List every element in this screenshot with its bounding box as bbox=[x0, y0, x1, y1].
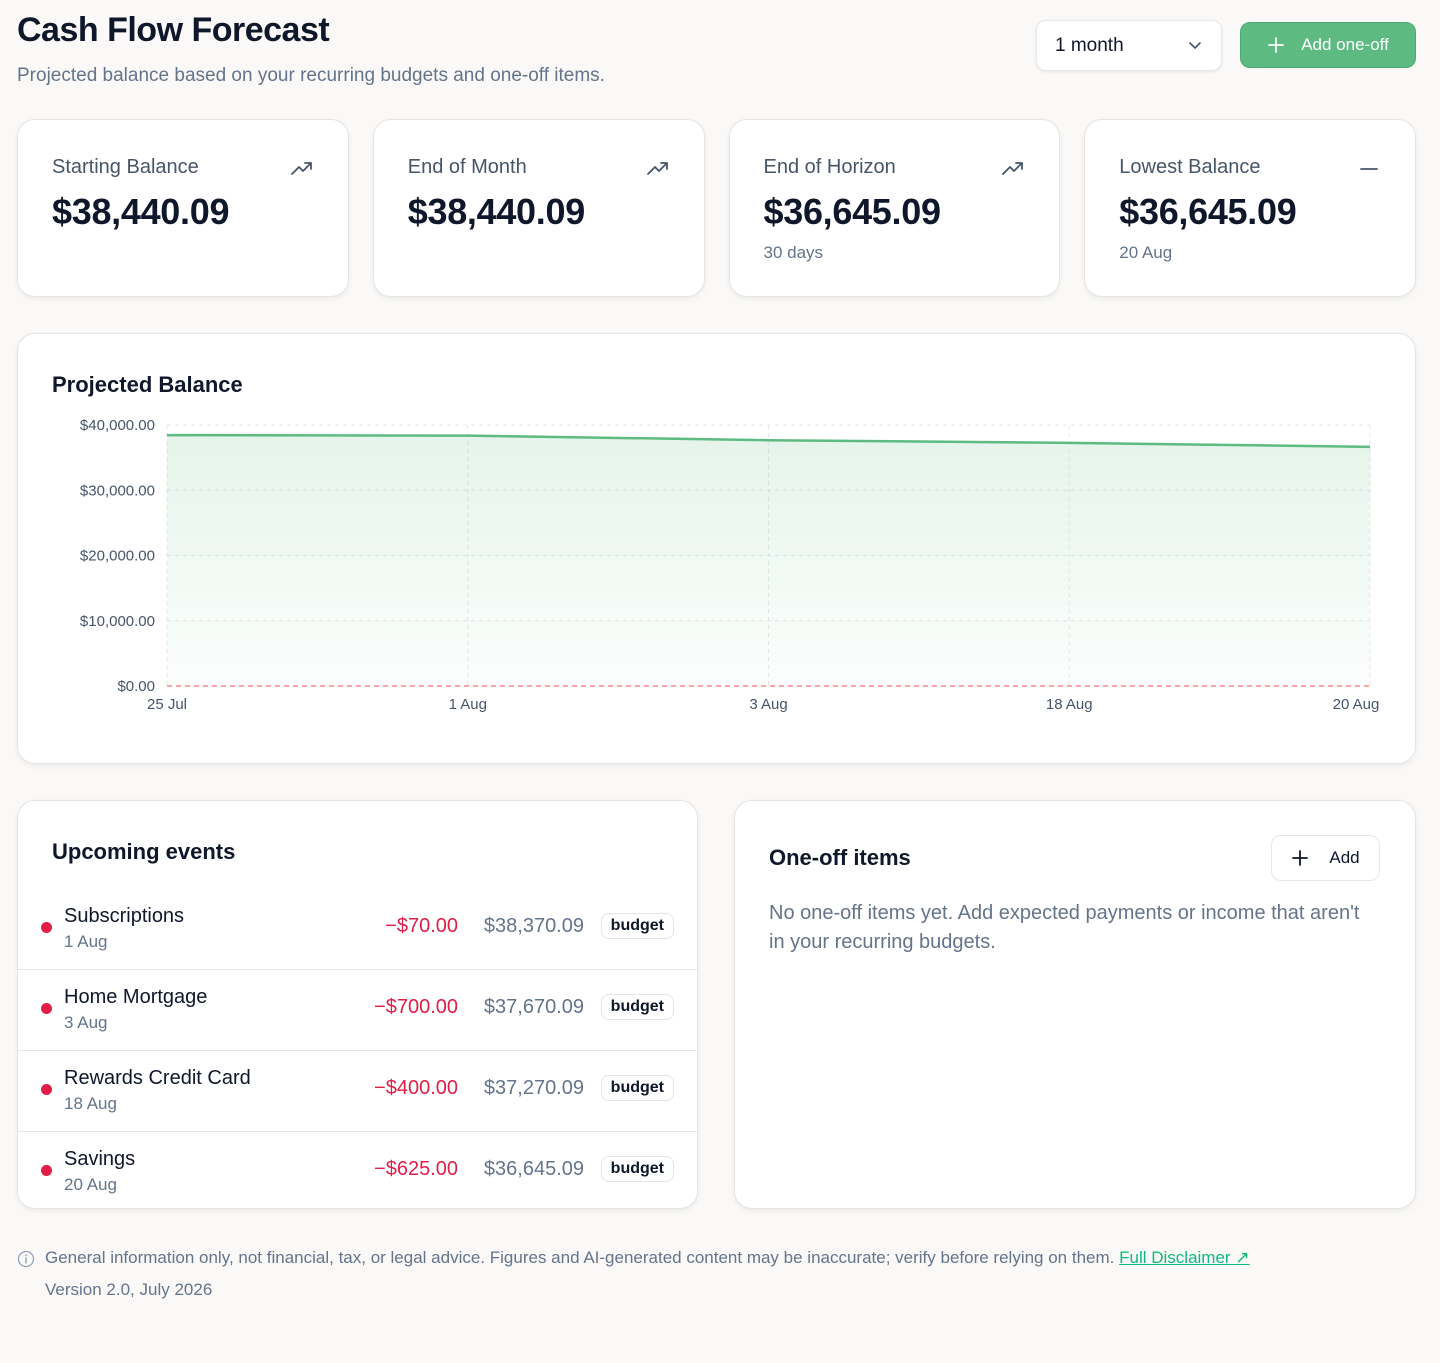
stat-value: $36,645.09 bbox=[1119, 191, 1297, 232]
page-title: Cash Flow Forecast bbox=[17, 11, 330, 49]
event-badge: budget bbox=[600, 1156, 674, 1182]
event-badge: budget bbox=[600, 1075, 674, 1101]
stat-label: Lowest Balance bbox=[1119, 156, 1261, 178]
y-tick-label: $30,000.00 bbox=[80, 482, 155, 499]
horizon-select-value: 1 month bbox=[1055, 34, 1124, 56]
event-name: Savings bbox=[64, 1148, 136, 1170]
empty-state-text: No one-off items yet. Add expected payme… bbox=[769, 902, 1360, 953]
stat-label: End of Month bbox=[407, 156, 527, 178]
y-tick-label: $10,000.00 bbox=[80, 613, 155, 630]
add-one-off-label: Add one-off bbox=[1301, 35, 1389, 54]
stat-card-end-of-month: End of Month $38,440.09 bbox=[372, 119, 705, 297]
chart-title: Projected Balance bbox=[52, 372, 243, 397]
trending-up-icon bbox=[646, 162, 668, 175]
event-date: 20 Aug bbox=[64, 1175, 117, 1194]
disclaimer-text: General information only, not financial,… bbox=[45, 1248, 1115, 1267]
upcoming-events-card: Upcoming events Subscriptions 1 Aug −$70… bbox=[17, 800, 698, 1209]
event-row[interactable]: Subscriptions 1 Aug −$70.00 $38,370.09 b… bbox=[18, 889, 697, 970]
event-amount: −$400.00 bbox=[374, 1077, 458, 1099]
trending-up-icon bbox=[290, 162, 312, 175]
event-list: Subscriptions 1 Aug −$70.00 $38,370.09 b… bbox=[18, 889, 697, 1208]
minus-icon bbox=[1360, 168, 1378, 170]
y-tick-label: $20,000.00 bbox=[80, 548, 155, 565]
stat-label: End of Horizon bbox=[763, 156, 896, 178]
projected-balance-chart: $0.00 $10,000.00 $20,000.00 $30,000.00 $40,0… bbox=[80, 417, 1380, 713]
page-header: Cash Flow Forecast Projected balance bas… bbox=[17, 10, 1416, 90]
x-tick-label: 3 Aug bbox=[749, 696, 787, 713]
event-balance: $38,370.09 bbox=[483, 915, 584, 937]
stat-label: Starting Balance bbox=[52, 156, 199, 178]
horizon-select[interactable]: 1 month bbox=[1036, 20, 1222, 71]
stat-subtext: 30 days bbox=[763, 243, 824, 262]
disclaimer-line: General information only, not financial,… bbox=[45, 1248, 1250, 1268]
x-tick-label: 18 Aug bbox=[1046, 696, 1093, 713]
event-dot bbox=[41, 1084, 52, 1095]
event-balance: $37,670.09 bbox=[483, 996, 584, 1018]
x-tick-label: 20 Aug bbox=[1333, 696, 1380, 713]
events-title: Upcoming events bbox=[52, 839, 236, 864]
add-item-button[interactable]: Add bbox=[1271, 835, 1380, 881]
stat-value: $38,440.09 bbox=[52, 191, 230, 232]
info-icon bbox=[17, 1250, 35, 1268]
event-amount: −$625.00 bbox=[374, 1158, 458, 1180]
one-off-items-card: One-off items Add No one-off items yet. … bbox=[734, 800, 1416, 1209]
event-balance: $37,270.09 bbox=[483, 1077, 584, 1099]
full-disclaimer-link[interactable]: Full Disclaimer ↗ bbox=[1119, 1248, 1250, 1267]
balance-area bbox=[167, 435, 1370, 686]
event-dot bbox=[41, 1003, 52, 1014]
event-dot bbox=[41, 922, 52, 933]
event-row[interactable]: Rewards Credit Card 18 Aug −$400.00 $37,… bbox=[18, 1051, 697, 1132]
event-amount: −$700.00 bbox=[374, 996, 458, 1018]
event-date: 1 Aug bbox=[64, 932, 108, 951]
event-name: Home Mortgage bbox=[64, 986, 208, 1008]
event-row[interactable]: Savings 20 Aug −$625.00 $36,645.09 budge… bbox=[18, 1132, 697, 1208]
add-item-label: Add bbox=[1329, 848, 1360, 867]
x-tick-label: 25 Jul bbox=[147, 696, 187, 713]
page-subtitle: Projected balance based on your recurrin… bbox=[17, 65, 605, 86]
version-text: Version 2.0, July 2026 bbox=[45, 1280, 213, 1299]
stat-subtext: 20 Aug bbox=[1119, 243, 1173, 262]
stat-card-end-of-horizon: End of Horizon $36,645.09 30 days bbox=[728, 119, 1061, 297]
add-one-off-button[interactable]: Add one-off bbox=[1240, 22, 1416, 68]
y-tick-label: $0.00 bbox=[117, 678, 155, 695]
event-name: Subscriptions bbox=[64, 905, 185, 927]
event-dot bbox=[41, 1165, 52, 1176]
plus-icon bbox=[1292, 850, 1309, 866]
summary-stats: Starting Balance $38,440.09 End of Month… bbox=[17, 119, 1416, 297]
event-amount: −$70.00 bbox=[385, 915, 458, 937]
trending-up-icon bbox=[1002, 162, 1024, 175]
stat-card-starting-balance: Starting Balance $38,440.09 bbox=[17, 119, 349, 297]
event-date: 18 Aug bbox=[64, 1094, 117, 1113]
plus-icon bbox=[1268, 37, 1285, 53]
projected-balance-card: Projected Balance $0.00 $10,000.00 $20,000… bbox=[17, 333, 1416, 764]
y-tick-label: $40,000.00 bbox=[80, 417, 155, 434]
chevron-down-icon bbox=[1189, 42, 1201, 49]
event-balance: $36,645.09 bbox=[483, 1158, 584, 1180]
event-name: Rewards Credit Card bbox=[64, 1067, 251, 1089]
event-badge: budget bbox=[600, 913, 674, 939]
event-date: 3 Aug bbox=[64, 1013, 108, 1032]
stat-card-lowest-balance: Lowest Balance $36,645.09 20 Aug bbox=[1084, 119, 1416, 297]
stat-value: $38,440.09 bbox=[407, 191, 585, 232]
stat-value: $36,645.09 bbox=[763, 191, 941, 232]
one-off-title: One-off items bbox=[769, 845, 911, 870]
event-badge: budget bbox=[600, 994, 674, 1020]
x-tick-label: 1 Aug bbox=[449, 696, 487, 713]
event-row[interactable]: Home Mortgage 3 Aug −$700.00 $37,670.09 … bbox=[18, 970, 697, 1051]
